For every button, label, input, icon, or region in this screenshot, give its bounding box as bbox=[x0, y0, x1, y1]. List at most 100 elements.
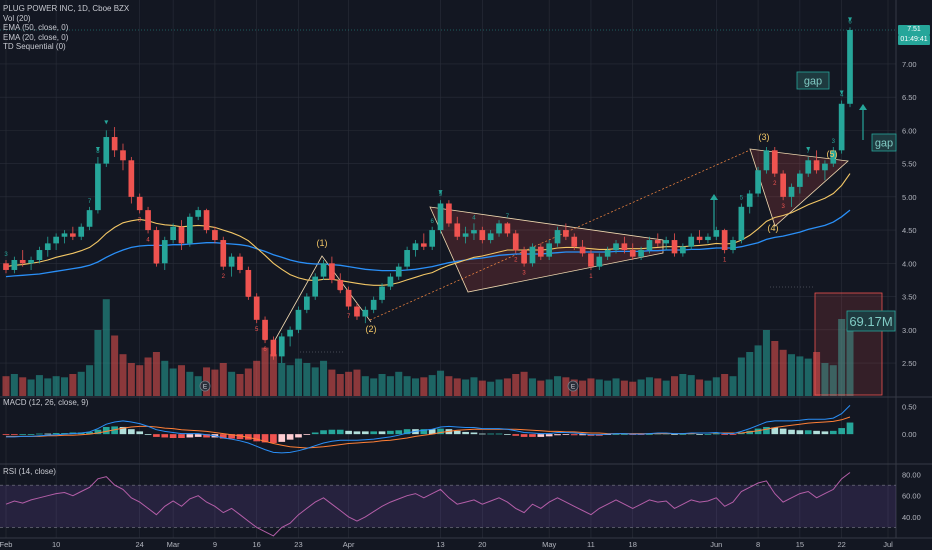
candle-body bbox=[161, 240, 168, 264]
volume-bar bbox=[579, 380, 587, 396]
main-legend: PLUG POWER INC, 1D, Cboe BZX Vol (20) EM… bbox=[3, 4, 129, 52]
indicator-ema20[interactable]: EMA (20, close, 0) bbox=[3, 32, 69, 42]
gap-label: gap bbox=[804, 76, 822, 88]
indicator-volume[interactable]: Vol (20) bbox=[3, 13, 31, 23]
volume-bar bbox=[821, 363, 829, 396]
macd-histogram-bar bbox=[161, 434, 169, 438]
macd-line bbox=[6, 405, 851, 454]
macd-histogram-bar bbox=[696, 434, 703, 435]
volume-bar bbox=[787, 354, 796, 396]
earnings-marker bbox=[199, 380, 211, 392]
volume-bar bbox=[261, 347, 269, 396]
x-tick-label: 9 bbox=[213, 540, 217, 549]
macd-histogram-bar bbox=[52, 433, 60, 435]
macd-histogram-bar bbox=[261, 434, 269, 443]
candle-body bbox=[822, 163, 828, 171]
x-tick-label: 20 bbox=[478, 540, 486, 549]
volume-bar bbox=[762, 330, 770, 396]
indicator-ema50[interactable]: EMA (50, close, 0) bbox=[3, 23, 69, 32]
volume-bar bbox=[52, 376, 60, 396]
macd-histogram-bar bbox=[520, 434, 528, 437]
symbol-title[interactable]: PLUG POWER INC, 1D, Cboe BZX bbox=[3, 4, 130, 13]
volume-bar bbox=[86, 365, 94, 396]
candle-body bbox=[437, 203, 444, 231]
candle-body bbox=[187, 216, 193, 244]
volume-bar bbox=[645, 377, 653, 396]
macd-histogram-bar bbox=[186, 434, 194, 438]
candle-body bbox=[237, 256, 243, 270]
volume-bar bbox=[119, 354, 127, 396]
macd-histogram-bar bbox=[512, 434, 520, 436]
volume-bar bbox=[395, 371, 403, 396]
td-count-down: 2 bbox=[773, 181, 777, 187]
volume-bar bbox=[746, 352, 754, 396]
macd-tick-label: 0.50 bbox=[902, 403, 917, 412]
td-sell-arrow bbox=[263, 336, 268, 341]
td-count-up: 7 bbox=[807, 149, 811, 155]
candle-body bbox=[95, 163, 101, 211]
candle-body bbox=[387, 276, 394, 287]
rsi-legend[interactable]: RSI (14, close) bbox=[3, 467, 56, 476]
candle-body bbox=[86, 210, 93, 227]
candle-body bbox=[354, 306, 360, 317]
td-buy-arrow bbox=[104, 120, 109, 125]
candle-body bbox=[329, 263, 335, 280]
candle-body bbox=[337, 279, 344, 290]
macd-legend[interactable]: MACD (12, 26, close, 9) bbox=[3, 398, 89, 407]
macd-histogram-bar bbox=[303, 434, 311, 435]
candle-body bbox=[613, 243, 619, 251]
candle-body bbox=[696, 236, 703, 241]
volume-bar bbox=[804, 358, 812, 396]
candle-body bbox=[830, 150, 837, 164]
volume-bar bbox=[144, 357, 152, 396]
wave-label: (5) bbox=[827, 149, 838, 159]
candle-body bbox=[19, 259, 26, 264]
macd-histogram-bar bbox=[428, 429, 436, 435]
macd-histogram-bar bbox=[495, 433, 503, 435]
candle-body bbox=[220, 240, 227, 267]
candle-body bbox=[721, 230, 728, 251]
candle-body bbox=[228, 256, 235, 267]
macd-histogram-bar bbox=[545, 434, 553, 437]
volume-bar bbox=[336, 374, 344, 396]
candle-body bbox=[571, 236, 578, 247]
gap-box bbox=[871, 133, 897, 152]
candle-body bbox=[713, 230, 720, 237]
td-count-down: 7 bbox=[347, 314, 351, 320]
volume-bar bbox=[320, 360, 328, 396]
candle-body bbox=[646, 240, 653, 251]
macd-histogram-bar bbox=[2, 434, 10, 435]
volume-bar bbox=[796, 356, 804, 396]
price-tick-label: 5.00 bbox=[902, 193, 917, 202]
candle-body bbox=[705, 236, 711, 241]
macd-histogram-bar bbox=[111, 426, 118, 435]
macd-histogram-bar bbox=[529, 434, 536, 437]
candle-body bbox=[621, 243, 628, 251]
volume-bar bbox=[186, 371, 194, 396]
volume-bar bbox=[487, 381, 495, 396]
volume-bar bbox=[729, 376, 737, 396]
macd-histogram-bar bbox=[721, 434, 728, 435]
candle-body bbox=[295, 309, 302, 330]
macd-histogram-bar bbox=[144, 434, 152, 435]
candle-body bbox=[537, 246, 544, 257]
td-buy-arrow bbox=[848, 17, 852, 22]
td-count-down: 3 bbox=[781, 204, 785, 210]
volume-bar bbox=[236, 374, 244, 396]
macd-histogram-bar bbox=[320, 430, 327, 435]
candle-body bbox=[303, 296, 310, 310]
candle-body bbox=[395, 266, 402, 277]
td-sell-arrow bbox=[154, 259, 159, 264]
volume-bar bbox=[10, 374, 18, 396]
candle-body bbox=[429, 230, 436, 247]
indicator-td-sequential[interactable]: TD Sequential (0) bbox=[3, 42, 66, 51]
volume-bar bbox=[2, 376, 10, 396]
volume-bar bbox=[554, 376, 562, 396]
macd-histogram-bar bbox=[19, 434, 27, 435]
wave-label: (4) bbox=[768, 223, 779, 233]
candle-body bbox=[11, 259, 18, 270]
volume-bar bbox=[77, 371, 85, 396]
candle-body bbox=[128, 160, 135, 197]
annotations: 3 7 8 6 9 4 7 5 7 3 4 6 3 4 2 5 6 7 2 3 1 1 2 3 (1) (2) (3) (4) (5) g… bbox=[4, 17, 897, 353]
